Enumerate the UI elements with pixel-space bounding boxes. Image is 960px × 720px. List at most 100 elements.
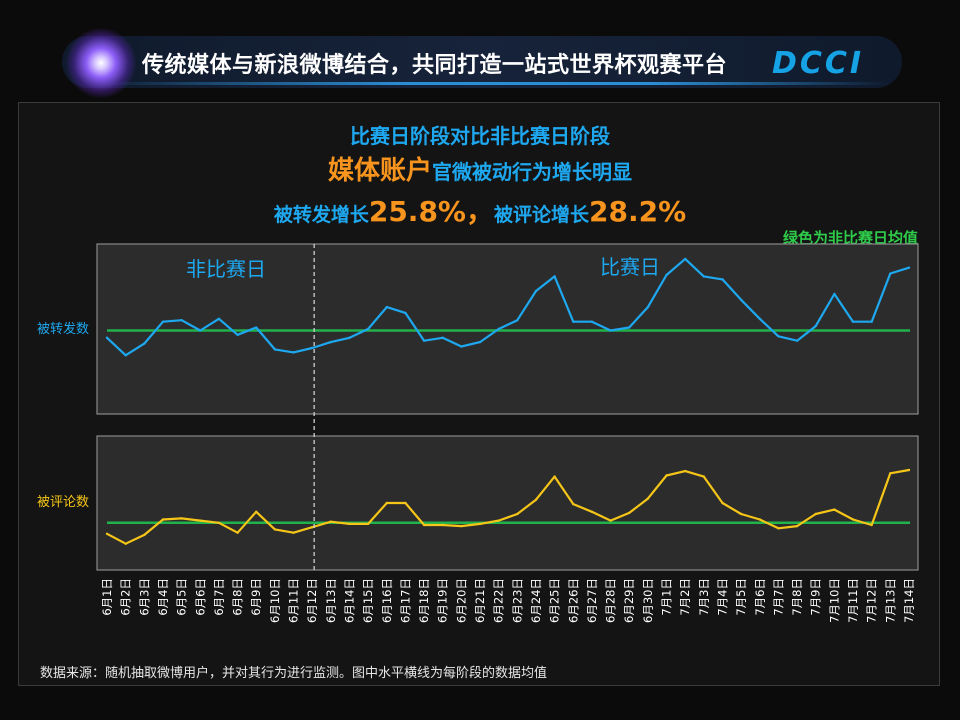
x-tick-label: 6月9日 [249, 578, 263, 616]
data-point [721, 501, 724, 505]
x-tick-label: 7月9日 [809, 578, 823, 616]
data-point [777, 527, 780, 530]
data-point [217, 317, 221, 320]
x-tick-label: 6月30日 [641, 578, 655, 623]
data-point [758, 518, 761, 521]
data-point [161, 320, 165, 323]
headline-line3: 被转发增长25.8%，被评论增长28.2% [0, 190, 960, 230]
x-tick-label: 7月8日 [790, 578, 804, 616]
x-tick-label: 6月7日 [212, 578, 226, 616]
data-point [702, 475, 706, 478]
data-point [404, 311, 407, 315]
data-point [553, 275, 556, 278]
data-point [609, 519, 612, 522]
x-tick-label: 7月6日 [753, 578, 767, 616]
headline-line2-rest: 官微被动行为增长明显 [432, 160, 632, 184]
data-point [255, 510, 258, 513]
headline-line2: 媒体账户官微被动行为增长明显 [0, 150, 960, 187]
data-point [814, 324, 817, 328]
data-point [310, 526, 314, 529]
x-tick-label: 6月17日 [398, 578, 412, 623]
data-point [665, 474, 668, 477]
data-point [404, 501, 407, 505]
data-point [739, 298, 743, 301]
data-point [199, 329, 202, 332]
forward-growth-value: 25.8% [368, 195, 466, 228]
x-tick-label: 6月16日 [380, 578, 394, 623]
data-point [143, 342, 146, 345]
x-tick-label: 6月29日 [622, 578, 636, 623]
x-tick-label: 6月1日 [100, 578, 114, 616]
x-tick-label: 6月3日 [137, 578, 151, 616]
data-point [516, 512, 519, 516]
x-tick-label: 6月15日 [361, 578, 375, 623]
data-point [907, 266, 911, 269]
data-point [105, 336, 109, 339]
data-point [441, 336, 444, 339]
series-line-1 [106, 257, 910, 357]
data-point [478, 522, 482, 526]
x-tick-label: 6月8日 [231, 578, 245, 616]
x-tick-label: 6月12日 [305, 578, 319, 623]
mean-legend-note: 绿色为非比赛日均值 [782, 229, 918, 247]
data-point [497, 519, 500, 522]
data-point [777, 335, 780, 338]
data-point [683, 469, 687, 473]
page-title: 传统媒体与新浪微博结合，共同打造一站式世界杯观赛平台 [142, 53, 728, 78]
data-source-note: 数据来源：随机抽取微博用户，并对其行为进行监测。图中水平横线为每阶段的数据均值 [40, 666, 548, 681]
x-tick-label: 7月4日 [715, 578, 729, 616]
x-tick-label: 6月13日 [324, 578, 338, 623]
x-tick-label: 6月2日 [119, 578, 133, 616]
data-point [161, 518, 165, 521]
x-tick-label: 6月22日 [492, 578, 506, 623]
plot-panel-1 [96, 243, 919, 415]
phase-label-match: 比赛日 [600, 255, 660, 279]
data-point [870, 320, 873, 323]
data-point [124, 542, 127, 545]
data-point [478, 340, 482, 344]
data-point [889, 272, 892, 275]
data-point [273, 528, 277, 531]
data-point [870, 523, 873, 527]
data-point [721, 278, 724, 281]
plot-panel-2 [96, 435, 919, 571]
x-tick-label: 7月1日 [660, 578, 674, 616]
data-point [180, 319, 183, 322]
headline-line1: 比赛日阶段对比非比赛日阶段 [350, 124, 610, 148]
data-point [329, 520, 333, 523]
data-point [665, 273, 668, 277]
x-tick-label: 7月5日 [734, 578, 748, 616]
data-point [833, 292, 836, 296]
data-point [199, 519, 202, 522]
data-point [180, 517, 183, 520]
header-underline [90, 82, 890, 85]
data-point [534, 498, 538, 501]
data-point [460, 524, 463, 528]
data-point [628, 511, 631, 515]
x-tick-label: 6月18日 [417, 578, 431, 623]
data-point [143, 533, 146, 537]
comment-growth-value: 28.2% [589, 195, 687, 228]
data-point [422, 339, 426, 342]
x-tick-label: 6月20日 [454, 578, 468, 623]
data-point [385, 501, 388, 505]
x-tick-label: 6月11日 [287, 578, 301, 623]
data-point [366, 327, 370, 331]
data-point [255, 326, 258, 329]
data-point [851, 320, 855, 323]
data-point [795, 339, 799, 342]
data-point [441, 523, 444, 527]
x-tick-label: 6月27日 [585, 578, 599, 623]
data-point [646, 305, 650, 309]
x-tick-label: 6月6日 [193, 578, 207, 616]
x-tick-label: 7月11日 [846, 578, 860, 623]
series-label-1: 被转发数 [37, 321, 89, 337]
data-point [310, 346, 314, 350]
x-tick-label: 6月5日 [175, 578, 189, 616]
data-point [422, 523, 426, 527]
data-point [851, 518, 855, 521]
data-point [236, 531, 239, 534]
data-point [907, 468, 911, 472]
x-tick-label: 7月2日 [678, 578, 692, 616]
data-point [292, 531, 295, 534]
